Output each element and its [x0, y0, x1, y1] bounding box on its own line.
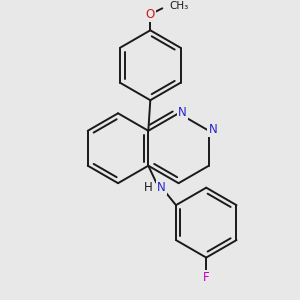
Text: N: N: [157, 181, 166, 194]
Text: O: O: [146, 8, 155, 21]
Text: N: N: [178, 106, 187, 119]
Text: H: H: [144, 181, 153, 194]
Text: CH₃: CH₃: [169, 1, 188, 11]
Text: F: F: [203, 271, 209, 284]
Text: N: N: [208, 123, 217, 136]
